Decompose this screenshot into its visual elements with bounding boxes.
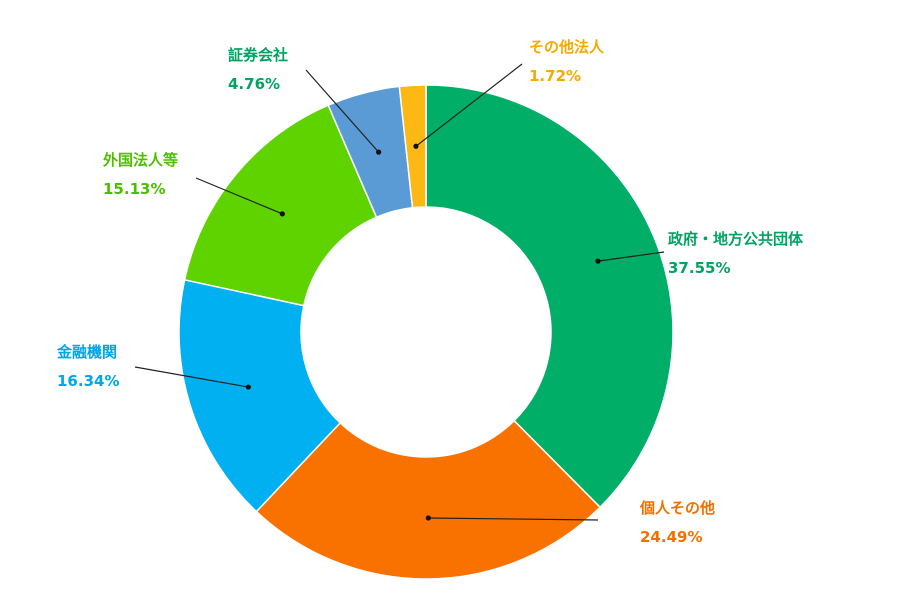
leader-dot-4 [279, 211, 285, 217]
slice-label-3: 金融機関 [56, 343, 117, 361]
leader-dot-5 [376, 149, 382, 155]
leader-line-4 [195, 177, 283, 215]
leader-dot-6 [413, 143, 419, 149]
slice-label-6: その他法人 [529, 38, 605, 56]
leader-line-1 [597, 251, 665, 262]
slice-label-1: 政府・地方公共団体 [668, 230, 804, 248]
slice-value-label-3: 16.34% [57, 372, 119, 390]
slice-6 [398, 84, 427, 209]
slice-label-2: 個人その他 [639, 499, 715, 517]
slice-label-4: 外国法人等 [102, 151, 178, 169]
leader-dot-3 [245, 384, 251, 390]
slice-value-label-6: 1.72% [529, 67, 581, 85]
slice-3 [178, 278, 342, 513]
slice-label-5: 証券会社 [228, 46, 288, 64]
leader-dot-2 [425, 515, 431, 521]
leader-line-6 [415, 63, 523, 147]
leader-line-3 [134, 366, 249, 388]
slice-value-label-2: 24.49% [640, 528, 702, 546]
slice-1 [425, 84, 674, 509]
slices-group [178, 84, 674, 580]
labels-group: 政府・地方公共団体 37.55% 個人その他 24.49% 金融機関 16.34% 外国法人… [56, 38, 804, 546]
slice-value-label-5: 4.76% [228, 75, 280, 93]
leaders-group [134, 63, 665, 521]
slice-4 [183, 104, 378, 307]
slice-value-label-4: 15.13% [103, 180, 165, 198]
slice-value-label-1: 37.55% [668, 259, 730, 277]
leader-line-5 [305, 69, 380, 153]
leader-line-2 [428, 517, 599, 521]
slice-2 [255, 419, 602, 580]
leader-dot-1 [595, 258, 601, 264]
